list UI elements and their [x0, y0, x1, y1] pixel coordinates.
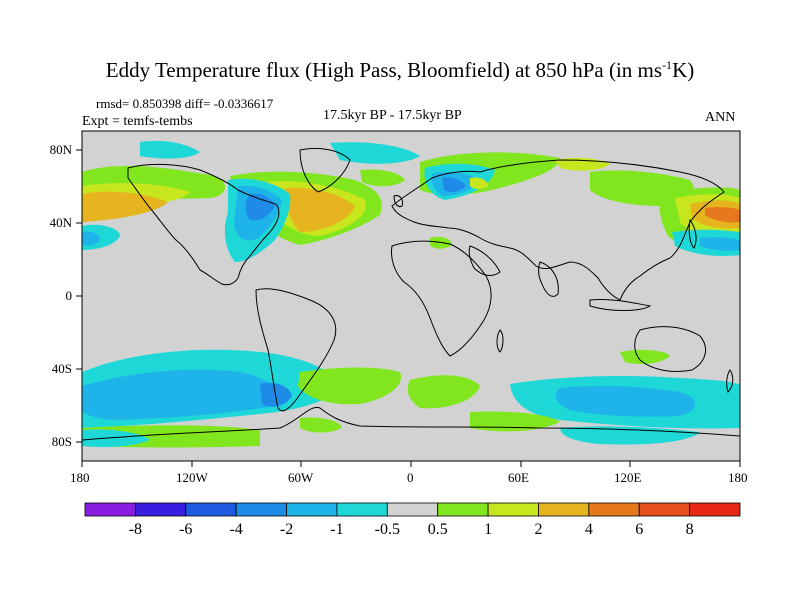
x-tick-label: 120E — [614, 470, 642, 485]
colorbar-swatch — [638, 502, 691, 517]
x-tick-label: 180 — [728, 470, 748, 485]
colorbar-label: -0.5 — [374, 521, 400, 538]
colorbar-label: 2 — [534, 521, 543, 538]
field-region — [470, 411, 560, 432]
coastline-africa — [391, 240, 492, 357]
y-tick-label: 80N — [49, 142, 72, 157]
y-tick-label: 0 — [65, 288, 73, 303]
map-field — [82, 131, 740, 461]
field-region — [82, 191, 168, 222]
x-tick-label: 60E — [508, 470, 529, 485]
season-text: ANN — [705, 110, 736, 125]
colorbar-swatch — [235, 502, 287, 517]
period-text: 17.5kyr BP - 17.5kyr BP — [323, 108, 462, 123]
field-region — [700, 237, 740, 251]
coastline-antarctica — [82, 406, 740, 441]
colorbar — [84, 502, 741, 517]
colorbar-label: 1 — [484, 521, 493, 538]
field-region — [470, 177, 488, 189]
colorbar-swatch — [185, 502, 237, 517]
colorbar-swatch — [286, 502, 338, 517]
colorbar-swatch — [437, 502, 489, 517]
colorbar-swatch — [336, 502, 388, 517]
colorbar-label: -8 — [128, 521, 143, 538]
coastline-australia — [634, 326, 707, 373]
colorbar-swatch — [588, 502, 640, 517]
coastline-south-america — [255, 288, 337, 412]
colorbar-label: 8 — [685, 521, 694, 538]
coastline-new-zealand — [726, 369, 734, 393]
colorbar-swatch — [84, 502, 136, 517]
field-region — [407, 375, 480, 409]
colorbar-label: -1 — [330, 521, 344, 538]
coastline-uk — [393, 195, 403, 207]
colorbar-swatch — [386, 502, 439, 517]
field-region — [300, 417, 342, 433]
field-region — [298, 367, 401, 405]
colorbar-label: -6 — [179, 521, 193, 538]
colorbar-label: -4 — [229, 521, 243, 538]
field-region — [82, 429, 150, 448]
y-tick-label: 40S — [51, 361, 72, 376]
colorbar-swatch — [689, 502, 741, 517]
x-tick-label: 0 — [407, 470, 414, 485]
colorbar-label: 4 — [584, 521, 593, 538]
colorbar-label: 0.5 — [427, 521, 448, 538]
coastline-arabia — [468, 245, 501, 276]
field-region — [82, 369, 279, 420]
expt-text: Expt = temfs-tembs — [82, 114, 193, 129]
coastline-north-america — [127, 163, 280, 286]
field-region — [285, 187, 355, 232]
axis-ticks — [76, 149, 741, 467]
field-region — [140, 140, 200, 159]
y-tick-label: 40N — [49, 215, 72, 230]
y-tick-label: 80S — [51, 434, 72, 449]
colorbar-swatch — [538, 502, 590, 517]
field-region — [330, 142, 420, 164]
plot-title: Eddy Temperature flux (High Pass, Bloomf… — [105, 58, 695, 82]
field-region — [260, 382, 292, 407]
stats-text: rmsd= 0.850398 diff= -0.0336617 — [96, 96, 274, 111]
coastline-japan — [688, 218, 697, 249]
field-region — [245, 193, 275, 221]
colorbar-label: -2 — [279, 521, 294, 538]
field-region — [620, 349, 670, 364]
x-tick-label: 180 — [70, 470, 90, 485]
x-tick-label: 60W — [288, 470, 314, 485]
coastline-india — [538, 261, 559, 297]
field-region — [555, 385, 695, 417]
x-tick-label: 120W — [176, 470, 208, 485]
coastlines — [82, 147, 740, 441]
colorbar-swatch — [487, 502, 539, 517]
field-region — [82, 231, 101, 246]
coastline-madagascar — [496, 329, 504, 353]
field-region — [442, 177, 466, 193]
field-region — [360, 169, 405, 187]
coastline-indonesia — [589, 299, 652, 311]
coastline-greenland — [299, 147, 351, 193]
field-region — [705, 207, 740, 223]
colorbar-label: 6 — [635, 521, 644, 538]
colorbar-swatch — [134, 502, 187, 517]
coastline-eurasia — [391, 159, 725, 301]
